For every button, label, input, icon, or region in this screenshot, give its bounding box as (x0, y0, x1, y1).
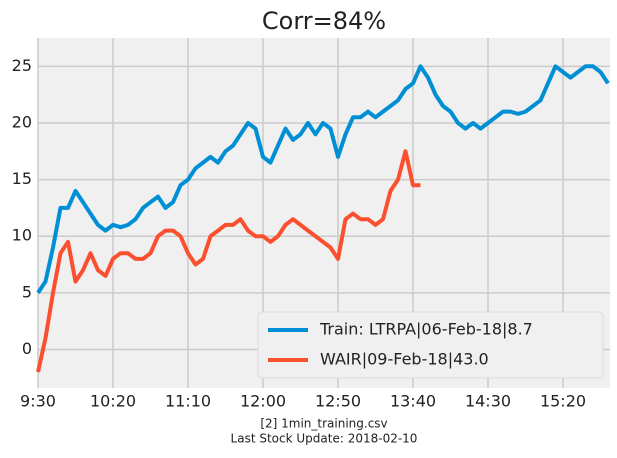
x-tick-label: 12:00 (240, 392, 286, 411)
x-tick-label: 14:30 (465, 392, 511, 411)
series-line (36, 64, 610, 294)
legend: Train: LTRPA|06-Feb-18|8.7 WAIR|09-Feb-18… (257, 311, 604, 379)
series-line (36, 149, 421, 373)
footnote: [2] 1min_training.csv (260, 417, 387, 431)
legend-label: WAIR|09-Feb-18|43.0 (320, 350, 489, 369)
chart-title: Corr=84% (262, 7, 386, 35)
y-tick-label: 25 (12, 56, 32, 75)
legend-box (257, 311, 604, 379)
x-tick-label: 10:20 (90, 392, 136, 411)
y-tick-label: 20 (12, 112, 32, 131)
x-tick-label: 9:30 (20, 392, 56, 411)
y-tick-label: 10 (12, 226, 32, 245)
x-tick-label: 15:20 (540, 392, 586, 411)
y-tick-label: 15 (12, 169, 32, 188)
x-tick-label: 13:40 (390, 392, 436, 411)
legend-label: Train: LTRPA|06-Feb-18|8.7 (319, 320, 533, 339)
footnote: Last Stock Update: 2018-02-10 (231, 432, 418, 446)
x-tick-label: 12:50 (315, 392, 361, 411)
x-tick-label: 11:10 (165, 392, 211, 411)
y-tick-label: 5 (22, 282, 32, 301)
y-tick-label: 0 (22, 339, 32, 358)
